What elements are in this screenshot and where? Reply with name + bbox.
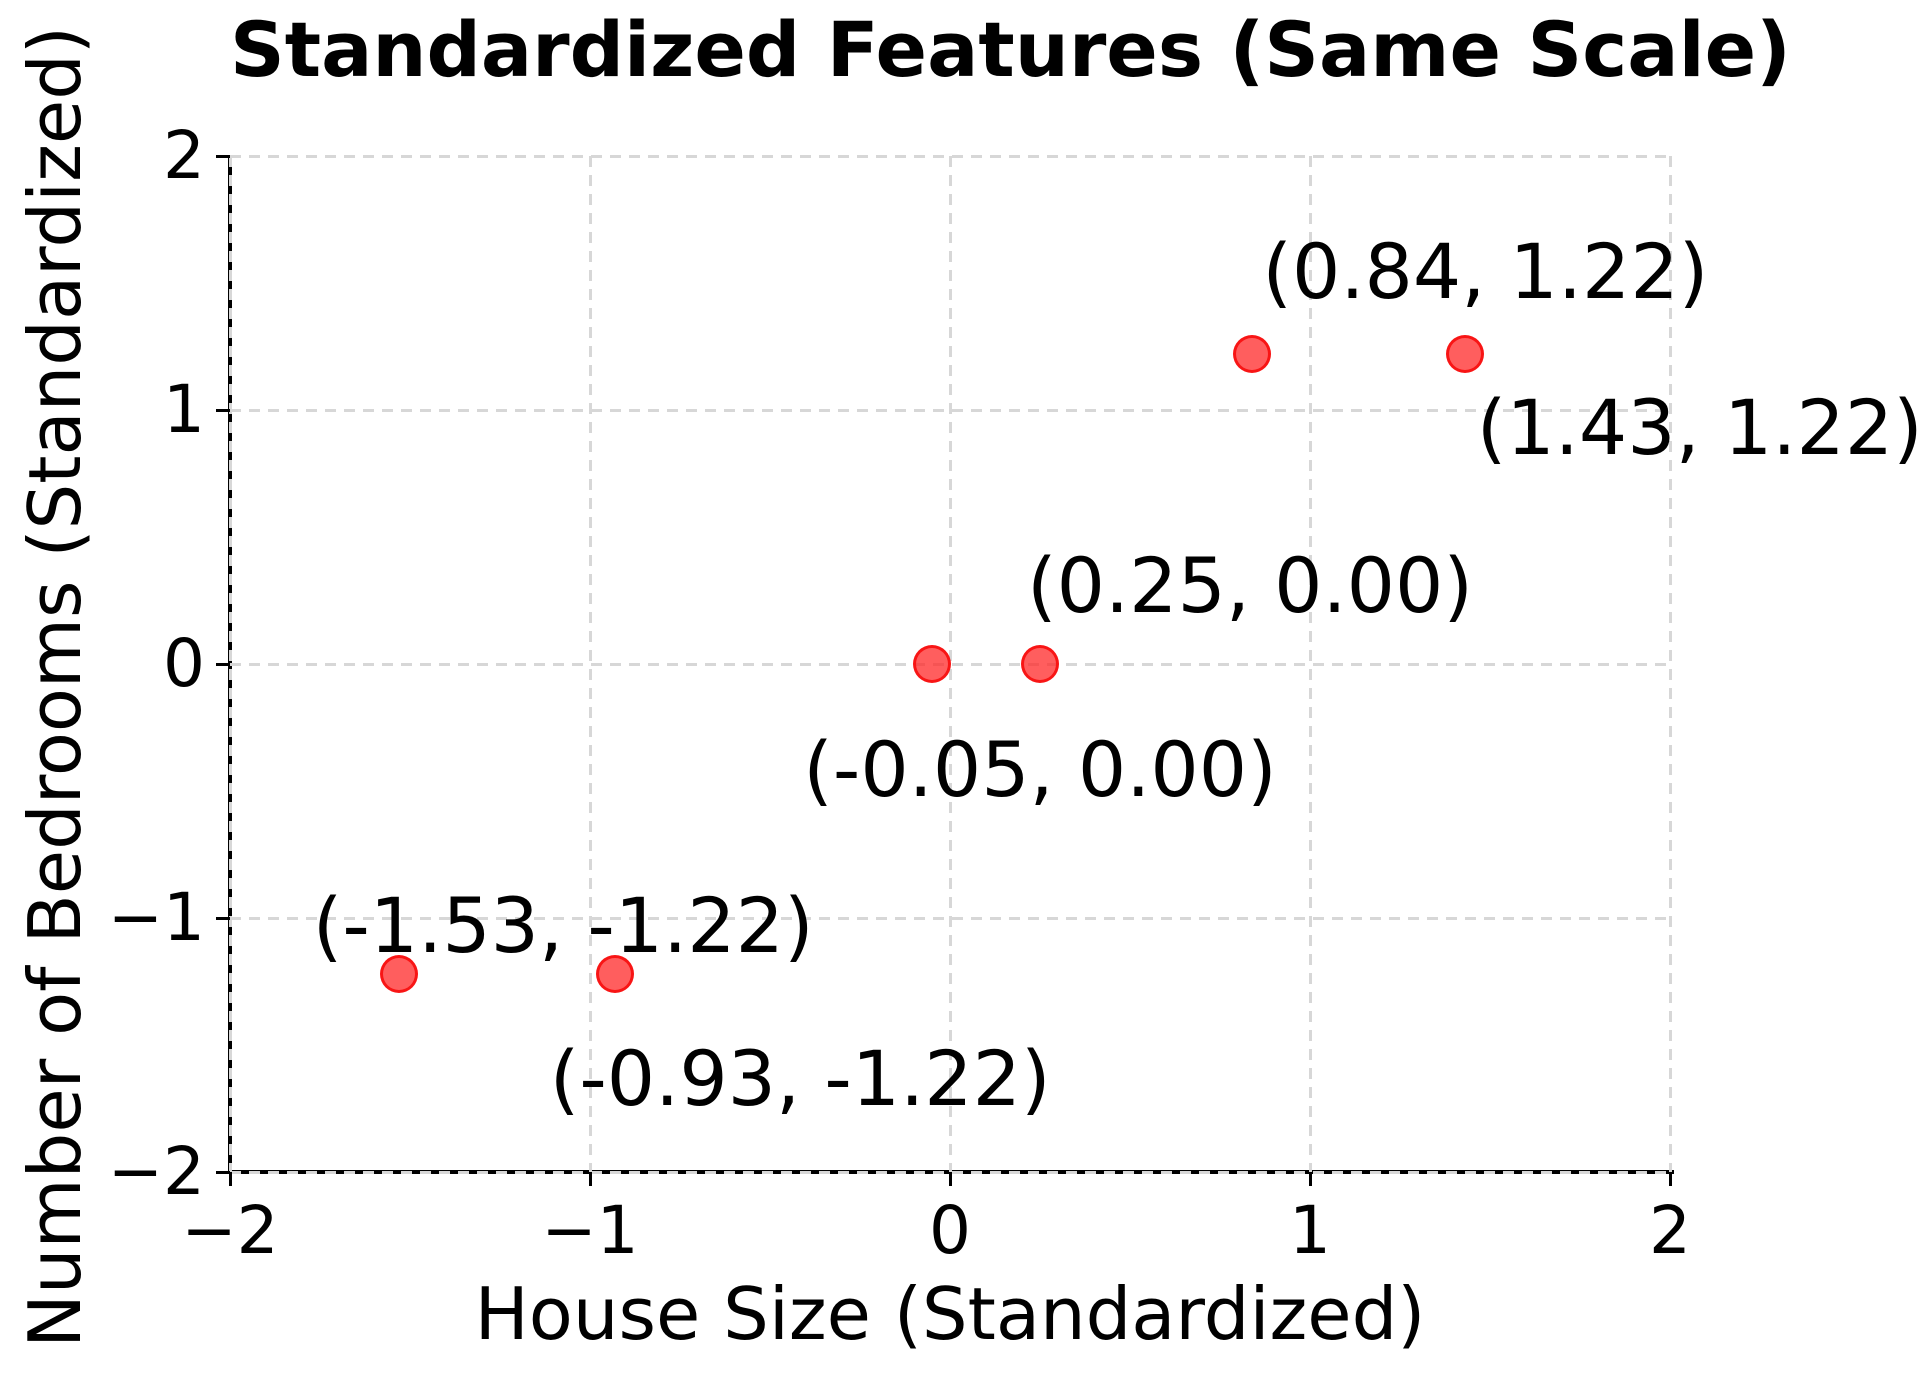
y-axis-label: Number of Bedrooms (Standardized) xyxy=(13,26,97,1348)
chart-title: Standardized Features (Same Scale) xyxy=(230,5,1791,94)
y-tick-label: −2 xyxy=(107,1133,205,1210)
y-tick-label: −1 xyxy=(107,879,205,956)
horizontal-gridline xyxy=(230,408,1670,412)
horizontal-gridline xyxy=(230,916,1670,920)
point-annotation: (-0.93, -1.22) xyxy=(549,1034,1051,1124)
plot-area: (-1.53, -1.22) (-0.93, -1.22) (-0.05, 0.00… xyxy=(228,154,1920,1174)
x-tick-label: −2 xyxy=(181,1192,279,1269)
y-tick-mark xyxy=(216,154,230,158)
x-tick-label: 2 xyxy=(1649,1192,1691,1269)
point-annotation: (1.43, 1.22) xyxy=(1476,383,1920,473)
vertical-gridline xyxy=(1668,156,1672,1172)
x-tick-mark xyxy=(948,1172,952,1186)
y-tick-label: 0 xyxy=(163,625,205,702)
x-tick-mark xyxy=(1668,1172,1672,1186)
point-annotation: (-0.05, 0.00) xyxy=(803,725,1277,815)
point-annotation: (0.84, 1.22) xyxy=(1262,227,1709,317)
data-point xyxy=(1445,335,1484,374)
data-point xyxy=(1233,335,1272,374)
point-annotation: (-1.53, -1.22) xyxy=(312,881,814,971)
x-tick-label: 0 xyxy=(929,1192,971,1269)
data-point xyxy=(596,954,635,993)
x-tick-label: 1 xyxy=(1289,1192,1331,1269)
data-point xyxy=(1021,645,1059,683)
y-tick-label: 1 xyxy=(163,371,205,448)
point-annotation: (0.25, 0.00) xyxy=(1026,541,1474,631)
x-tick-mark xyxy=(1308,1172,1312,1186)
x-tick-mark xyxy=(588,1172,592,1186)
y-tick-label: 2 xyxy=(163,117,205,194)
y-tick-mark xyxy=(216,408,230,412)
y-tick-mark xyxy=(216,662,230,666)
x-tick-mark xyxy=(228,1172,232,1186)
x-axis-label: House Size (Standardized) xyxy=(474,1272,1426,1356)
data-point xyxy=(913,645,951,683)
x-tick-label: −1 xyxy=(541,1192,639,1269)
horizontal-gridline xyxy=(230,154,1670,158)
y-tick-mark xyxy=(216,1170,230,1174)
y-tick-mark xyxy=(216,916,230,920)
data-point xyxy=(380,954,419,993)
